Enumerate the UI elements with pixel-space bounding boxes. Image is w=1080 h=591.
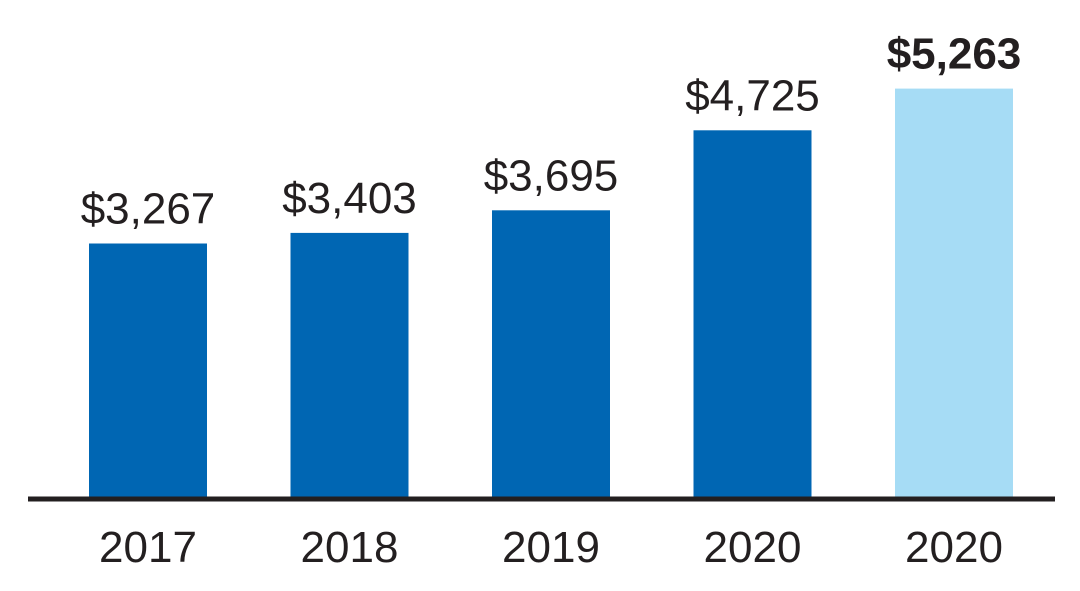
value-labels-group: $3,267 $3,403 $3,695 $4,725 $5,263 bbox=[81, 30, 1022, 234]
x-tick-label-4: 2020 bbox=[905, 523, 1003, 572]
bar-1 bbox=[290, 232, 409, 497]
x-tick-label-0: 2017 bbox=[99, 523, 197, 572]
data-label-4: $5,263 bbox=[887, 30, 1022, 79]
x-tick-labels-group: 2017 2018 2019 2020 2020 bbox=[99, 523, 1003, 572]
bar-2 bbox=[492, 210, 610, 498]
bar-4 bbox=[895, 88, 1013, 497]
data-label-0: $3,267 bbox=[81, 185, 216, 234]
x-tick-label-2: 2019 bbox=[502, 523, 600, 572]
bars-group bbox=[89, 88, 1013, 498]
data-label-3: $4,725 bbox=[685, 71, 820, 120]
data-label-1: $3,403 bbox=[282, 174, 417, 223]
x-tick-label-1: 2018 bbox=[301, 523, 399, 572]
x-tick-label-3: 2020 bbox=[704, 523, 802, 572]
bar-3 bbox=[693, 130, 812, 498]
data-label-2: $3,695 bbox=[484, 151, 619, 200]
bar-0 bbox=[89, 243, 207, 497]
